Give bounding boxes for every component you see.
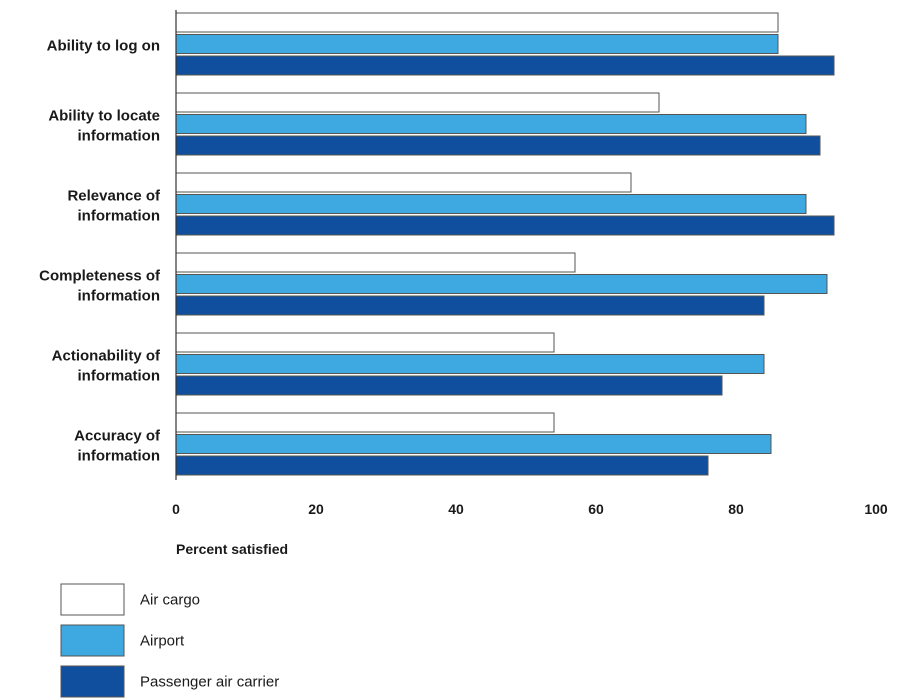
- bar: [175, 135, 821, 156]
- bar: [175, 375, 723, 396]
- bar: [175, 215, 835, 236]
- bar: [175, 55, 835, 76]
- x-tick-labels: 0 20 40 60 80 100: [172, 501, 888, 517]
- bar: [175, 252, 576, 273]
- category-labels: Ability to log on Ability to locate inform…: [39, 37, 161, 464]
- legend-swatch: [60, 665, 125, 698]
- category-label: Actionability of: [52, 347, 161, 364]
- category-label: information: [78, 287, 161, 304]
- x-tick-label: 20: [308, 501, 324, 517]
- bar: [175, 92, 660, 113]
- category-label: information: [78, 447, 161, 464]
- bar: [175, 12, 779, 33]
- category-label: Ability to log on: [47, 37, 160, 54]
- bar: [175, 194, 807, 214]
- x-tick-label: 80: [728, 501, 744, 517]
- legend-swatch: [60, 624, 125, 657]
- category-label: information: [78, 367, 161, 384]
- bar: [175, 295, 765, 316]
- category-label: information: [78, 127, 161, 144]
- bar: [175, 354, 765, 374]
- x-tick-label: 0: [172, 501, 180, 517]
- category-label: information: [78, 207, 161, 224]
- bar: [175, 114, 807, 134]
- legend-label: Air cargo: [140, 592, 200, 609]
- legend: Air cargo Airport Passenger air carrier: [60, 583, 279, 698]
- bar: [175, 412, 555, 433]
- category-label: Accuracy of: [74, 427, 161, 444]
- legend-swatch: [60, 583, 125, 616]
- bar: [175, 172, 632, 193]
- category-label: Ability to locate: [48, 107, 160, 124]
- legend-label: Passenger air carrier: [140, 674, 279, 691]
- x-tick-label: 40: [448, 501, 464, 517]
- bar: [175, 274, 828, 294]
- category-label: Relevance of: [67, 187, 161, 204]
- category-label: Completeness of: [39, 267, 161, 284]
- x-tick-label: 60: [588, 501, 604, 517]
- bar: [175, 455, 709, 476]
- bar: [175, 332, 555, 353]
- legend-label: Airport: [140, 633, 185, 650]
- x-axis-title: Percent satisfied: [176, 541, 288, 557]
- bars-layer: [175, 12, 835, 476]
- x-tick-label: 100: [864, 501, 888, 517]
- bar: [175, 34, 779, 54]
- bar: [175, 434, 772, 454]
